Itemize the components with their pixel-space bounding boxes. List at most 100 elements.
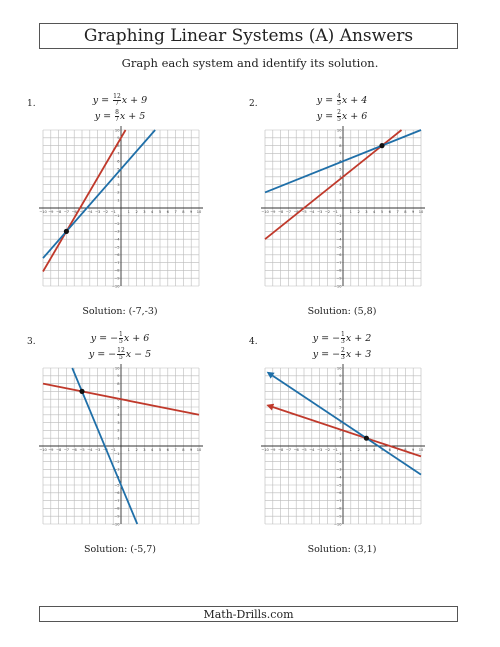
x-tick-label: 10 bbox=[197, 448, 202, 452]
x-tick-label: −9 bbox=[48, 448, 54, 452]
x-tick-label: 8 bbox=[404, 210, 407, 214]
y-tick-label: −2 bbox=[336, 222, 341, 226]
y-tick-label: 5 bbox=[117, 405, 119, 409]
y-tick-label: 7 bbox=[339, 152, 341, 156]
equation-1: y = −1 5 x + 6 bbox=[90, 331, 150, 345]
y-tick-label: −10 bbox=[112, 522, 120, 526]
x-tick-label: 6 bbox=[167, 210, 170, 214]
x-tick-label: −8 bbox=[278, 210, 284, 214]
x-tick-label: −5 bbox=[301, 448, 306, 452]
x-tick-label: 9 bbox=[190, 448, 193, 452]
x-tick-label: −5 bbox=[79, 210, 84, 214]
y-tick-label: −9 bbox=[336, 277, 342, 281]
x-tick-label: 3 bbox=[365, 448, 367, 452]
y-tick-label: −4 bbox=[114, 238, 120, 242]
x-tick-label: −2 bbox=[325, 210, 330, 214]
y-tick-label: 2 bbox=[117, 191, 119, 195]
y-tick-label: −3 bbox=[336, 230, 341, 234]
x-tick-label: 1 bbox=[350, 448, 352, 452]
x-tick-label: 4 bbox=[373, 448, 376, 452]
y-tick-label: −3 bbox=[114, 230, 119, 234]
y-tick-label: 4 bbox=[339, 175, 342, 179]
y-tick-label: 7 bbox=[117, 390, 119, 394]
x-tick-label: 9 bbox=[412, 210, 415, 214]
x-tick-label: −8 bbox=[56, 448, 62, 452]
x-tick-label: 5 bbox=[159, 210, 161, 214]
series-line bbox=[71, 367, 139, 525]
solution-point bbox=[363, 435, 369, 441]
x-tick-label: −4 bbox=[309, 210, 315, 214]
solution-point bbox=[63, 228, 69, 234]
x-tick-label: −1 bbox=[333, 210, 338, 214]
y-tick-label: −5 bbox=[336, 245, 341, 249]
x-tick-label: 10 bbox=[419, 210, 424, 214]
x-tick-label: −6 bbox=[72, 210, 78, 214]
coordinate-graph: −10 −9 −8 −7 −6 −5 −4 −3 −2 −1 1 2 3 4 5 6 7 8 9 10−10−9−8−… bbox=[261, 364, 425, 526]
y-tick-label: 10 bbox=[337, 128, 342, 132]
y-tick-label: −7 bbox=[114, 261, 119, 265]
x-tick-label: −7 bbox=[64, 210, 69, 214]
y-tick-label: −8 bbox=[114, 269, 120, 273]
problem-number: 2. bbox=[249, 99, 258, 109]
y-tick-label: −1 bbox=[336, 214, 341, 218]
series-line bbox=[42, 129, 156, 259]
y-tick-label: 7 bbox=[117, 152, 119, 156]
y-tick-label: 10 bbox=[115, 128, 120, 132]
x-tick-label: −5 bbox=[301, 210, 306, 214]
x-tick-label: −1 bbox=[333, 448, 338, 452]
x-tick-label: 10 bbox=[197, 210, 202, 214]
y-tick-label: −5 bbox=[114, 483, 119, 487]
y-tick-label: −9 bbox=[336, 515, 342, 519]
y-tick-label: 4 bbox=[339, 413, 342, 417]
x-tick-label: −6 bbox=[294, 210, 300, 214]
x-tick-label: −3 bbox=[95, 210, 100, 214]
y-tick-label: 8 bbox=[117, 382, 120, 386]
y-tick-label: 3 bbox=[339, 421, 341, 425]
x-tick-label: 7 bbox=[396, 448, 398, 452]
x-tick-label: −3 bbox=[95, 448, 100, 452]
y-tick-label: −9 bbox=[114, 277, 120, 281]
y-tick-label: −1 bbox=[114, 214, 119, 218]
x-tick-label: −7 bbox=[64, 448, 69, 452]
series-line bbox=[266, 403, 422, 458]
y-tick-label: 1 bbox=[339, 199, 341, 203]
equation-2: y = −12 5 x − 5 bbox=[88, 347, 152, 361]
y-tick-label: −4 bbox=[336, 238, 342, 242]
series-line bbox=[264, 129, 422, 194]
x-tick-label: 3 bbox=[143, 448, 145, 452]
series-line bbox=[42, 129, 127, 272]
problem-3: 3. y = −1 5 x + 6 y = −12 5 x − 5 −10 −9 −8 −7−… bbox=[27, 330, 255, 555]
x-tick-label: −7 bbox=[286, 210, 291, 214]
y-tick-label: 1 bbox=[117, 199, 119, 203]
y-tick-label: −3 bbox=[114, 468, 119, 472]
solution-point bbox=[79, 388, 85, 394]
solution-text: Solution: (3,1) bbox=[307, 544, 377, 555]
x-tick-label: 2 bbox=[357, 448, 359, 452]
x-tick-label: 6 bbox=[389, 448, 392, 452]
x-tick-label: −1 bbox=[111, 448, 116, 452]
y-tick-label: 4 bbox=[117, 413, 120, 417]
x-tick-label: −5 bbox=[79, 448, 84, 452]
y-tick-label: 10 bbox=[115, 366, 120, 370]
y-tick-label: 9 bbox=[339, 136, 342, 140]
x-tick-label: −10 bbox=[39, 448, 47, 452]
x-tick-label: −6 bbox=[72, 448, 78, 452]
y-tick-label: 1 bbox=[117, 437, 119, 441]
y-tick-label: −2 bbox=[114, 222, 119, 226]
y-tick-label: −8 bbox=[114, 507, 120, 511]
y-tick-label: −4 bbox=[336, 476, 342, 480]
problem-number: 1. bbox=[27, 99, 36, 109]
coordinate-graph: −10 −9 −8 −7 −6 −5 −4 −3 −2 −1 1 2 3 4 5 6 7 8 9 10−10−9−8−… bbox=[39, 364, 203, 526]
x-tick-label: 2 bbox=[357, 210, 359, 214]
y-tick-label: −7 bbox=[114, 499, 119, 503]
y-tick-label: 4 bbox=[117, 175, 120, 179]
x-tick-label: −2 bbox=[103, 448, 108, 452]
x-tick-label: −10 bbox=[261, 448, 269, 452]
y-tick-label: −5 bbox=[336, 483, 341, 487]
y-tick-label: 6 bbox=[117, 160, 120, 164]
y-tick-label: −10 bbox=[112, 284, 120, 288]
y-tick-label: 2 bbox=[339, 191, 341, 195]
y-tick-label: 1 bbox=[339, 437, 341, 441]
x-tick-label: −7 bbox=[286, 448, 291, 452]
